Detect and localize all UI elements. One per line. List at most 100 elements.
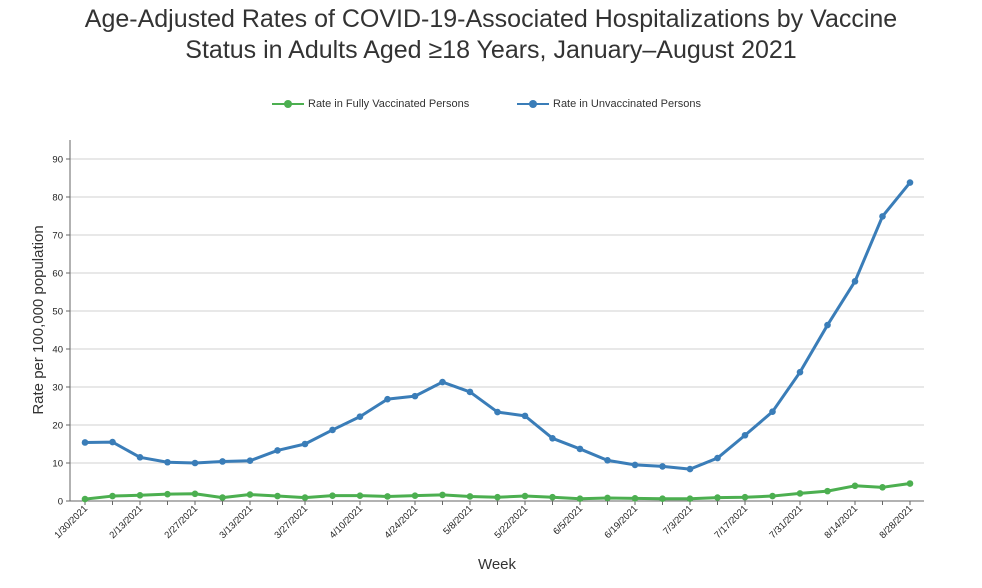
- x-tick-label: 7/17/2021: [712, 503, 750, 541]
- y-tick-label-0: 0: [58, 497, 63, 508]
- data-point-fully-vaccinated[interactable]: [549, 493, 556, 501]
- data-point-unvaccinated[interactable]: [576, 445, 584, 453]
- data-point-unvaccinated[interactable]: [109, 438, 116, 446]
- x-tick-label: 6/19/2021: [602, 503, 640, 541]
- data-point-unvaccinated[interactable]: [411, 392, 419, 400]
- data-point-fully-vaccinated[interactable]: [906, 480, 914, 487]
- data-point-unvaccinated[interactable]: [136, 454, 144, 461]
- chart-title-line-2: Status in Adults Aged ≥18 Years, January…: [185, 36, 797, 64]
- data-point-fully-vaccinated[interactable]: [164, 490, 171, 498]
- chart-title: Age-Adjusted Rates of COVID-19-Associate…: [0, 4, 982, 66]
- data-point-unvaccinated[interactable]: [631, 461, 639, 469]
- x-tick-label: 1/30/2021: [52, 503, 90, 541]
- gridlines: [70, 158, 924, 464]
- data-point-fully-vaccinated[interactable]: [219, 494, 226, 501]
- data-point-fully-vaccinated[interactable]: [576, 495, 584, 503]
- y-tick-label-60: 60: [52, 269, 63, 280]
- y-axis-tick-labels: 0 10 20 30 40 50 60 70 80 90: [52, 155, 63, 508]
- y-tick-label-10: 10: [52, 459, 63, 470]
- data-point-unvaccinated[interactable]: [164, 458, 171, 466]
- x-tick-label: 5/8/2021: [441, 503, 475, 537]
- data-point-unvaccinated[interactable]: [274, 447, 281, 454]
- data-point-fully-vaccinated[interactable]: [824, 487, 831, 495]
- y-axis-title: Rate per 100,000 population: [30, 225, 47, 414]
- data-point-fully-vaccinated[interactable]: [879, 484, 886, 491]
- data-point-fully-vaccinated[interactable]: [659, 495, 666, 503]
- y-tick-label-50: 50: [52, 307, 63, 318]
- data-point-unvaccinated[interactable]: [851, 278, 859, 285]
- legend-label-fully-vaccinated: Rate in Fully Vaccinated Persons: [308, 98, 470, 110]
- y-tick-label-80: 80: [52, 193, 63, 204]
- x-tick-label: 4/24/2021: [382, 503, 420, 541]
- data-point-fully-vaccinated[interactable]: [769, 492, 776, 500]
- data-point-fully-vaccinated[interactable]: [384, 493, 391, 500]
- data-point-unvaccinated[interactable]: [439, 378, 446, 386]
- data-point-fully-vaccinated[interactable]: [466, 493, 474, 500]
- data-point-unvaccinated[interactable]: [301, 440, 309, 448]
- x-tick-label: 5/22/2021: [492, 503, 530, 541]
- x-tick-label: 2/27/2021: [162, 503, 200, 541]
- y-tick-label-90: 90: [52, 155, 63, 166]
- data-point-fully-vaccinated[interactable]: [686, 495, 694, 503]
- data-point-unvaccinated[interactable]: [81, 439, 89, 446]
- data-point-fully-vaccinated[interactable]: [521, 492, 529, 500]
- x-tick-label: 7/31/2021: [767, 503, 805, 541]
- data-point-unvaccinated[interactable]: [246, 457, 254, 465]
- x-tick-label: 7/3/2021: [661, 503, 695, 537]
- data-point-unvaccinated[interactable]: [796, 368, 804, 376]
- data-point-unvaccinated[interactable]: [521, 412, 529, 420]
- series-points: [81, 179, 914, 503]
- data-point-unvaccinated[interactable]: [906, 179, 914, 186]
- data-point-fully-vaccinated[interactable]: [246, 491, 254, 498]
- data-point-unvaccinated[interactable]: [191, 459, 199, 467]
- data-point-fully-vaccinated[interactable]: [81, 495, 89, 503]
- data-point-fully-vaccinated[interactable]: [439, 491, 446, 499]
- legend-item-fully-vaccinated[interactable]: Rate in Fully Vaccinated Persons: [272, 98, 469, 110]
- x-tick-label: 4/10/2021: [327, 503, 365, 541]
- data-point-unvaccinated[interactable]: [494, 408, 501, 416]
- data-point-unvaccinated[interactable]: [329, 426, 336, 434]
- data-point-fully-vaccinated[interactable]: [741, 493, 749, 501]
- x-tick-label: 8/28/2021: [877, 503, 915, 541]
- data-point-fully-vaccinated[interactable]: [494, 493, 501, 501]
- axes: [66, 140, 924, 505]
- x-tick-label: 3/13/2021: [217, 503, 255, 541]
- data-point-fully-vaccinated[interactable]: [136, 492, 144, 499]
- legend-label-unvaccinated: Rate in Unvaccinated Persons: [553, 98, 701, 110]
- legend-swatch-fully-vaccinated: [272, 98, 304, 110]
- series-lines: [83, 181, 912, 501]
- data-point-unvaccinated[interactable]: [769, 408, 776, 416]
- data-point-fully-vaccinated[interactable]: [274, 492, 281, 500]
- data-point-unvaccinated[interactable]: [466, 388, 474, 396]
- data-point-fully-vaccinated[interactable]: [631, 495, 639, 502]
- data-point-fully-vaccinated[interactable]: [356, 492, 364, 499]
- x-axis-title: Week: [478, 556, 517, 573]
- y-tick-label-30: 30: [52, 383, 63, 394]
- data-point-fully-vaccinated[interactable]: [796, 490, 804, 497]
- data-point-fully-vaccinated[interactable]: [851, 482, 859, 490]
- data-point-unvaccinated[interactable]: [604, 457, 611, 464]
- data-point-fully-vaccinated[interactable]: [411, 492, 419, 499]
- data-point-fully-vaccinated[interactable]: [329, 492, 336, 499]
- data-point-unvaccinated[interactable]: [879, 213, 886, 220]
- data-point-fully-vaccinated[interactable]: [604, 494, 611, 502]
- data-point-fully-vaccinated[interactable]: [109, 492, 116, 500]
- data-point-unvaccinated[interactable]: [219, 458, 226, 465]
- data-point-unvaccinated[interactable]: [824, 321, 831, 329]
- data-point-unvaccinated[interactable]: [549, 435, 556, 442]
- data-point-unvaccinated[interactable]: [659, 463, 666, 470]
- data-point-unvaccinated[interactable]: [714, 454, 721, 462]
- legend-swatch-unvaccinated: [517, 98, 549, 110]
- data-point-fully-vaccinated[interactable]: [714, 494, 721, 501]
- data-point-unvaccinated[interactable]: [384, 395, 391, 403]
- data-point-unvaccinated[interactable]: [356, 413, 364, 420]
- y-tick-label-70: 70: [52, 231, 63, 242]
- data-point-unvaccinated[interactable]: [741, 431, 749, 439]
- legend: Rate in Fully Vaccinated Persons Rate in…: [0, 98, 982, 116]
- x-tick-label: 8/14/2021: [822, 503, 860, 541]
- data-point-unvaccinated[interactable]: [686, 465, 694, 473]
- legend-item-unvaccinated[interactable]: Rate in Unvaccinated Persons: [517, 98, 701, 110]
- data-point-fully-vaccinated[interactable]: [301, 494, 309, 501]
- data-point-fully-vaccinated[interactable]: [191, 490, 199, 498]
